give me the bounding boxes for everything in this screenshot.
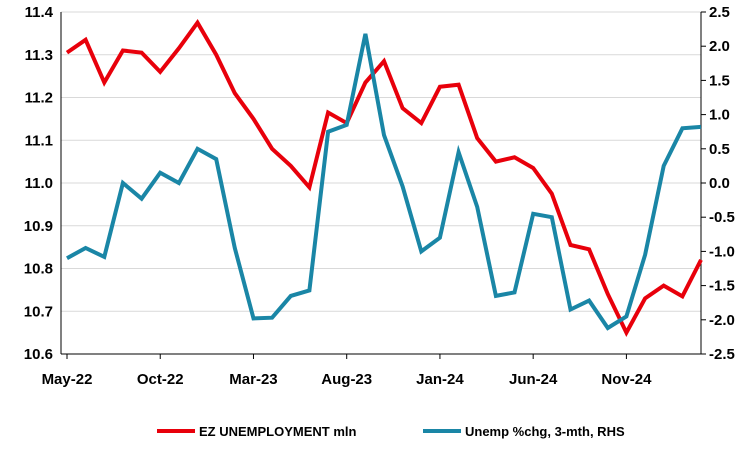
x-tick-label: Jun-24: [509, 371, 558, 388]
legend-label: EZ UNEMPLOYMENT mln: [199, 424, 357, 439]
y-right-tick-label: 1.0: [709, 107, 730, 124]
y-left-tick-label: 10.9: [24, 218, 53, 235]
tick-labels: 10.6 10.7 10.8 10.9 11.0 11.1 11.2 11.3 11.4 2.5 2…: [24, 4, 735, 388]
y-left-tick-label: 11.1: [25, 132, 53, 149]
y-right-tick-label: -0.5: [709, 209, 735, 226]
y-right-tick-label: 0.0: [709, 175, 730, 192]
y-right-tick-label: -1.5: [709, 278, 735, 295]
y-right-tick-label: 1.5: [709, 72, 730, 89]
gridlines: [61, 11, 701, 355]
y-right-tick-label: -2.5: [709, 346, 735, 363]
y-right-tick-label: 0.5: [709, 141, 730, 158]
y-left-tick-label: 11.3: [25, 47, 53, 64]
x-tick-label: Mar-23: [229, 371, 277, 388]
y-left-tick-label: 10.6: [24, 346, 53, 363]
x-tick-label: Aug-23: [321, 371, 372, 388]
y-right-tick-label: 2.5: [709, 4, 730, 21]
series-lines: [65, 19, 703, 337]
axes: [60, 11, 706, 359]
series-line-2: [66, 33, 702, 331]
x-tick-label: Oct-22: [137, 371, 184, 388]
legend-label: Unemp %chg, 3-mth, RHS: [465, 424, 625, 439]
x-tick-label: Jan-24: [416, 371, 464, 388]
x-tick-label: May-22: [42, 371, 93, 388]
y-left-tick-label: 10.8: [24, 261, 53, 278]
y-left-tick-label: 10.7: [24, 303, 53, 320]
y-right-tick-label: -2.0: [709, 312, 735, 329]
y-left-tick-label: 11.2: [25, 90, 53, 107]
y-left-tick-label: 11.0: [25, 175, 53, 192]
legend: EZ UNEMPLOYMENT mln Unemp %chg, 3-mth, RH…: [157, 424, 625, 439]
y-right-tick-label: 2.0: [709, 38, 730, 55]
y-right-tick-label: -1.0: [709, 243, 735, 260]
series-line-1: [65, 19, 703, 337]
y-left-tick-label: 11.4: [25, 4, 54, 21]
x-tick-label: Nov-24: [601, 371, 652, 388]
